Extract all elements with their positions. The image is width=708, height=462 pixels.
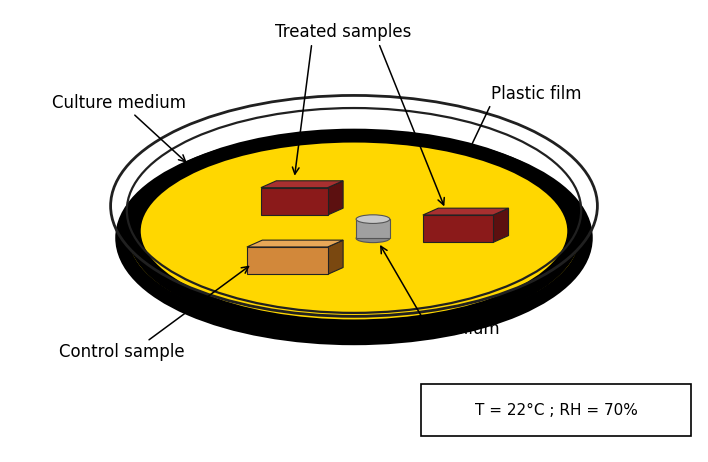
Text: Control sample: Control sample (59, 343, 185, 361)
Polygon shape (328, 181, 343, 215)
Text: T = 22°C ; RH = 70%: T = 22°C ; RH = 70% (474, 403, 637, 418)
Text: Treated samples: Treated samples (275, 24, 411, 42)
Polygon shape (356, 219, 390, 238)
Text: Plastic film: Plastic film (491, 85, 581, 103)
Ellipse shape (134, 136, 574, 326)
Ellipse shape (122, 137, 586, 338)
Polygon shape (328, 240, 343, 274)
Polygon shape (493, 208, 508, 243)
Text: Culture medium: Culture medium (52, 94, 186, 112)
Ellipse shape (356, 234, 390, 243)
Polygon shape (247, 240, 343, 247)
Polygon shape (423, 215, 493, 243)
Ellipse shape (356, 215, 390, 224)
Polygon shape (261, 188, 328, 215)
Text: Mycelium: Mycelium (421, 320, 501, 338)
FancyBboxPatch shape (421, 384, 691, 437)
Polygon shape (423, 208, 508, 215)
Polygon shape (261, 181, 343, 188)
Polygon shape (247, 247, 328, 274)
